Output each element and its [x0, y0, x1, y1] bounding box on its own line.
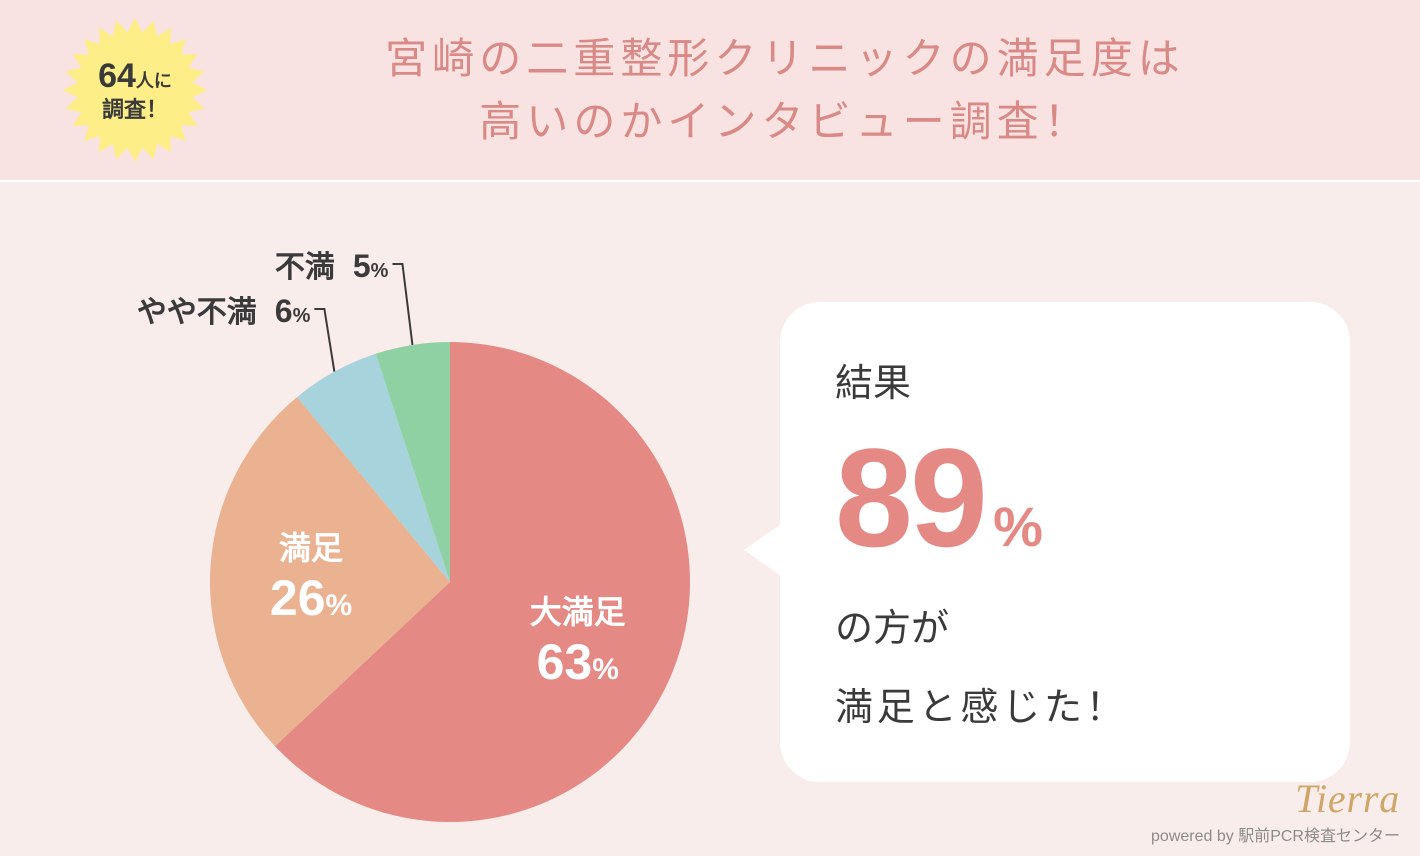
watermark-sub: powered by 駅前PCR検査センター: [1151, 822, 1400, 846]
bubble-big-number: 89: [835, 417, 985, 579]
outer-label-2: やや不満6%: [137, 287, 311, 331]
badge-suffix: 人に: [136, 71, 172, 91]
watermark-sub-prefix: powered by: [1151, 828, 1238, 845]
title-line2: 高いのかインタビュー調査！: [479, 98, 1091, 145]
bubble-line3: の方が: [835, 597, 1295, 652]
main-area: 大満足63% 満足26% やや不満6%不満5% 結果 89 % の方が 満足と感じた…: [0, 180, 1420, 856]
outer-label-3: 不満5%: [275, 242, 389, 286]
bubble-line1: 結果: [835, 352, 1295, 407]
watermark: Tierra powered by 駅前PCR検査センター: [1151, 775, 1400, 846]
header: 64人に 調査！ 宮崎の二重整形クリニックの満足度は 高いのかインタビュー調査！: [0, 0, 1420, 180]
bubble-line4: 満足と感じた！: [835, 676, 1295, 731]
badge-text: 64人に 調査！: [98, 56, 172, 123]
pie-chart: 大満足63% 満足26% やや不満6%不満5%: [130, 202, 770, 842]
result-bubble: 結果 89 % の方が 満足と感じた！: [780, 302, 1350, 782]
slice-label-0: 大満足63%: [508, 587, 648, 691]
badge-line2: 調査！: [98, 97, 172, 123]
title-line1: 宮崎の二重整形クリニックの満足度は: [385, 35, 1185, 82]
watermark-brand: Tierra: [1151, 775, 1400, 822]
survey-badge: 64人に 調査！: [60, 15, 210, 165]
bubble-big-pct: %: [993, 494, 1043, 559]
badge-number: 64: [98, 57, 136, 95]
slice-label-1: 満足26%: [241, 523, 381, 627]
watermark-sub-name: 駅前PCR検査センター: [1238, 828, 1400, 845]
page-title: 宮崎の二重整形クリニックの満足度は 高いのかインタビュー調査！: [250, 27, 1420, 153]
